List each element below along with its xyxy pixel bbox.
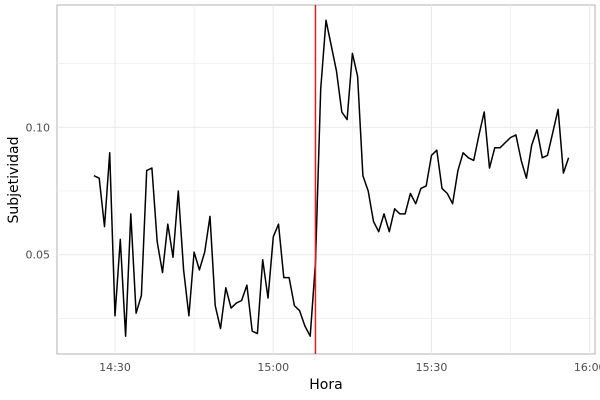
- x-tick-labels: 14:30 15:00 15:30 16:00: [99, 361, 600, 374]
- x-axis-title: Hora: [309, 377, 342, 393]
- y-tick-label: 0.05: [26, 249, 51, 262]
- grid-lines: [57, 5, 595, 354]
- x-tick-label: 14:30: [99, 361, 131, 374]
- x-tick-label: 15:00: [257, 361, 289, 374]
- x-tick-label: 16:00: [574, 361, 600, 374]
- data-points: [93, 20, 569, 337]
- x-tick-label: 15:30: [416, 361, 448, 374]
- plot-panel: [56, 4, 596, 355]
- y-axis-title: Subjetividad: [6, 136, 22, 223]
- y-tick-label: 0.10: [26, 121, 51, 134]
- y-tick-labels: 0.05 0.10: [26, 121, 51, 261]
